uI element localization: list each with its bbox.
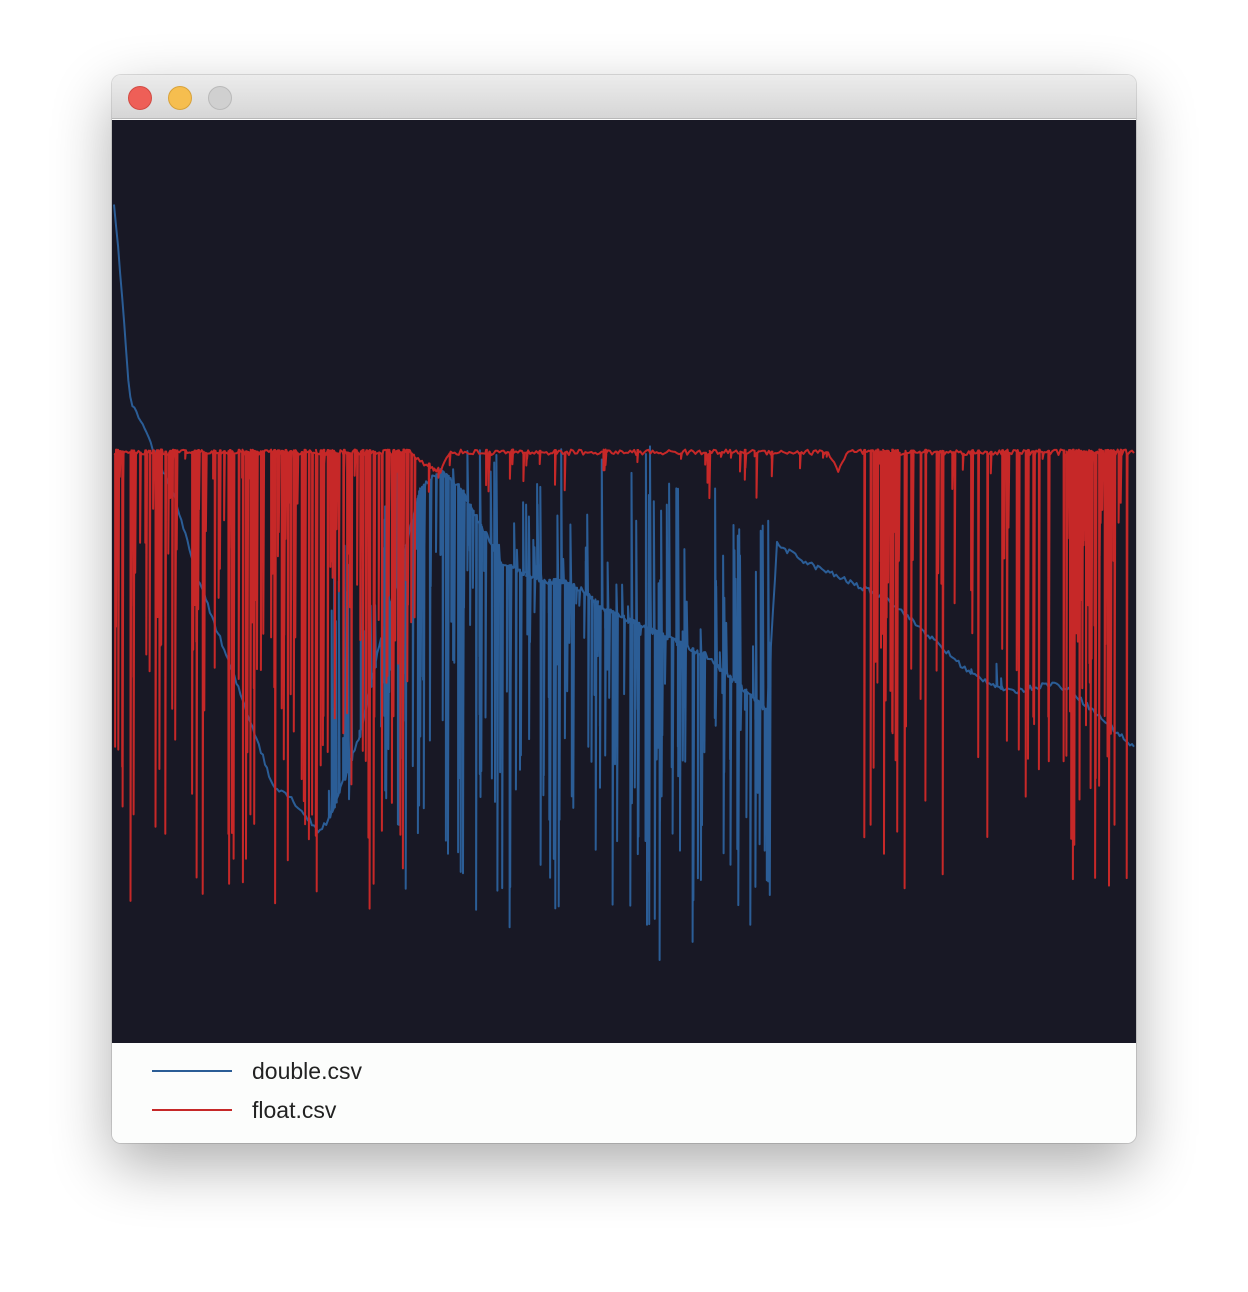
title-bar[interactable] xyxy=(112,75,1136,119)
app-window: double.csv float.csv xyxy=(112,75,1136,1143)
series-line-float-csv xyxy=(113,448,1135,910)
legend-label-float: float.csv xyxy=(252,1097,337,1123)
close-button[interactable] xyxy=(128,86,152,110)
legend-swatch-double xyxy=(152,1070,232,1072)
plot-area xyxy=(112,120,1136,1043)
legend-item-double: double.csv xyxy=(152,1059,552,1083)
series-line-double-csv xyxy=(113,204,1135,961)
minimize-button[interactable] xyxy=(168,86,192,110)
legend-item-float: float.csv xyxy=(152,1098,552,1122)
legend: double.csv float.csv xyxy=(112,1043,1136,1143)
legend-swatch-float xyxy=(152,1109,232,1111)
maximize-button[interactable] xyxy=(208,86,232,110)
legend-label-double: double.csv xyxy=(252,1058,362,1084)
